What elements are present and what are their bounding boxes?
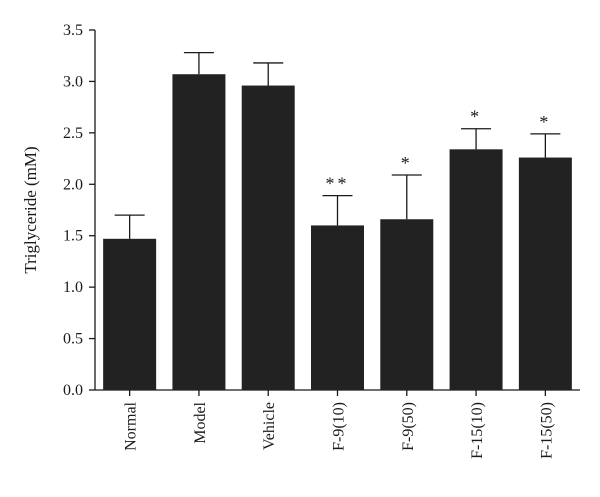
- y-tick-label: 0.0: [63, 382, 83, 399]
- significance-mark: *: [539, 112, 551, 132]
- y-tick-label: 0.5: [63, 331, 83, 348]
- axes: 0.0 0.5 1.0 1.5 2.0 2.5 3.0 3.5 Normal Model Vehic…: [63, 22, 580, 459]
- x-tick-label: F-9(10): [331, 402, 348, 451]
- y-axis-title: Triglyceride (mM): [21, 146, 40, 273]
- bar: [449, 149, 503, 390]
- bar: [380, 219, 434, 390]
- y-tick-label: 3.0: [63, 73, 83, 90]
- bar: [518, 157, 572, 390]
- x-tick-label: Normal: [123, 401, 140, 450]
- x-tick-label: Vehicle: [261, 402, 278, 450]
- significance-mark: *: [401, 153, 413, 173]
- y-tick-label: 3.5: [63, 22, 83, 39]
- significance-mark: *: [470, 107, 482, 127]
- y-tick-label: 2.0: [63, 176, 83, 193]
- bar: [311, 225, 364, 390]
- x-tick-label: F-9(50): [400, 402, 417, 451]
- x-tick-label: Model: [192, 401, 209, 443]
- bar: [241, 85, 295, 391]
- bar: [103, 238, 157, 390]
- significance-mark: **: [326, 174, 350, 194]
- bars: **** *: [103, 51, 572, 391]
- y-tick-label: 1.5: [63, 228, 83, 245]
- x-tick-label: F-15(10): [469, 402, 486, 459]
- bar: [172, 74, 226, 390]
- x-tick-label: F-15(50): [538, 402, 555, 459]
- y-tick-label: 2.5: [63, 125, 83, 142]
- y-tick-label: 1.0: [63, 279, 83, 296]
